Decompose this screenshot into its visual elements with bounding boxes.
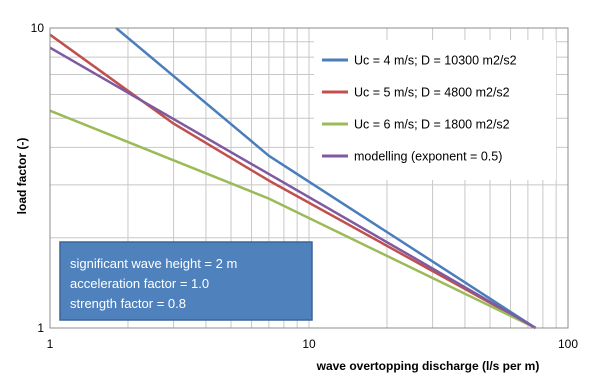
series-line-4 — [49, 46, 537, 330]
x-tick-label-2: 10 — [302, 337, 316, 351]
x-tick-label-1: 1 — [47, 337, 54, 351]
legend-background — [314, 40, 556, 180]
legend-label-3: Uc = 6 m/s; D = 1800 m2/s2 — [354, 118, 510, 132]
annotation-line-2: acceleration factor = 1.0 — [70, 276, 209, 291]
y-tick-label-1: 1 — [37, 321, 44, 335]
y-axis-title: load factor (-) — [15, 138, 29, 215]
series-lines — [49, 27, 537, 330]
series-line-2 — [49, 33, 537, 330]
legend-label-1: Uc = 4 m/s; D = 10300 m2/s2 — [354, 54, 517, 68]
parameter-annotation: significant wave height = 2 m accelerati… — [59, 241, 313, 321]
x-axis-title: wave overtopping discharge (l/s per m) — [316, 359, 540, 373]
legend: Uc = 4 m/s; D = 10300 m2/s2 Uc = 5 m/s; D… — [314, 40, 556, 180]
series-line-1 — [115, 27, 537, 330]
series-line-3 — [49, 109, 537, 330]
legend-label-2: Uc = 5 m/s; D = 4800 m2/s2 — [354, 86, 510, 100]
annotation-box — [59, 241, 313, 321]
x-tick-label-3: 100 — [558, 337, 578, 351]
annotation-line-3: strength factor = 0.8 — [70, 296, 186, 311]
y-tick-label-2: 10 — [31, 21, 45, 35]
plot-area-border — [49, 27, 569, 329]
axes: 1 10 100 1 10 — [31, 21, 579, 351]
annotation-line-1: significant wave height = 2 m — [70, 256, 237, 271]
legend-label-4: modelling (exponent = 0.5) — [354, 150, 502, 164]
